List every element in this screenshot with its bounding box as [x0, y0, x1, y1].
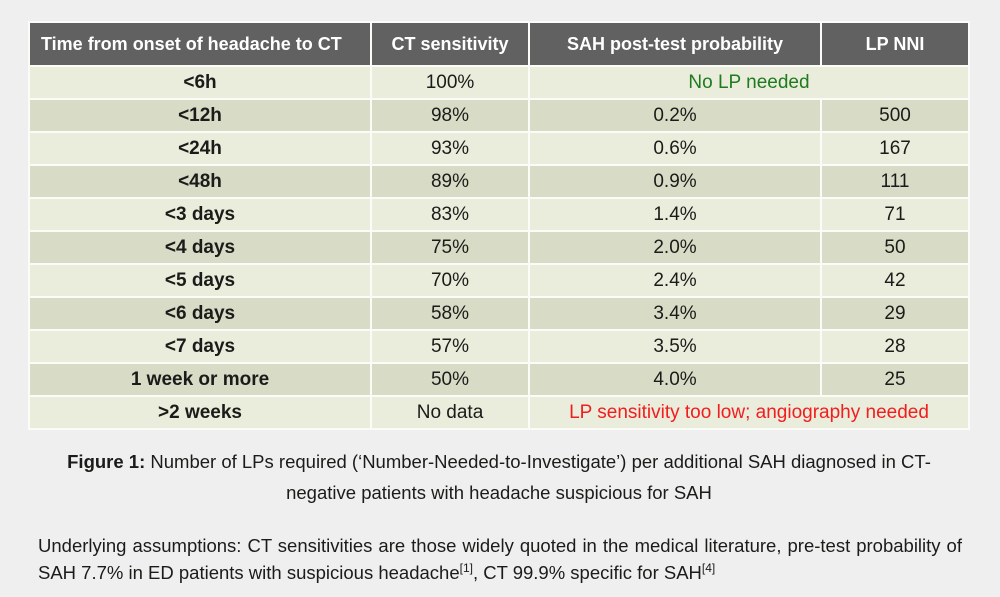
cell-lp-nni: 42 — [822, 265, 968, 296]
cell-sah-probability: 1.4% — [530, 199, 820, 230]
cell-sah-probability: 0.2% — [530, 100, 820, 131]
cell-lp-nni: 111 — [822, 166, 968, 197]
column-header-ct-sensitivity: CT sensitivity — [372, 23, 528, 65]
cell-time-from-onset: <6h — [30, 67, 370, 98]
reference-1: [1] — [459, 560, 473, 575]
cell-sah-probability: 0.6% — [530, 133, 820, 164]
cell-ct-sensitivity: 70% — [372, 265, 528, 296]
cell-sah-probability: 0.9% — [530, 166, 820, 197]
cell-time-from-onset: <4 days — [30, 232, 370, 263]
figure-caption-label: Figure 1: — [67, 451, 146, 472]
figure-caption-text: Number of LPs required (‘Number-Needed-t… — [145, 451, 931, 503]
cell-sah-probability: 3.5% — [530, 331, 820, 362]
cell-ct-sensitivity: 89% — [372, 166, 528, 197]
cell-time-from-onset: <24h — [30, 133, 370, 164]
cell-time-from-onset: <12h — [30, 100, 370, 131]
column-header-lp-nni: LP NNI — [822, 23, 968, 65]
column-header-sah-probability: SAH post-test probability — [530, 23, 820, 65]
cell-lp-nni: 71 — [822, 199, 968, 230]
table-row: <12h 98% 0.2% 500 — [30, 100, 968, 131]
cell-ct-sensitivity: 100% — [372, 67, 528, 98]
cell-lp-nni: 25 — [822, 364, 968, 395]
cell-sah-probability: 2.4% — [530, 265, 820, 296]
cell-ct-sensitivity: 93% — [372, 133, 528, 164]
cell-lp-nni: 167 — [822, 133, 968, 164]
table-row: <3 days 83% 1.4% 71 — [30, 199, 968, 230]
cell-sah-probability: LP sensitivity too low; angiography need… — [530, 397, 968, 428]
column-header-time-from-onset: Time from onset of headache to CT — [30, 23, 370, 65]
cell-time-from-onset: <3 days — [30, 199, 370, 230]
sah-ct-sensitivity-table: Time from onset of headache to CT CT sen… — [28, 21, 970, 430]
figure-caption: Figure 1: Number of LPs required (‘Numbe… — [49, 446, 949, 508]
cell-lp-nni: 28 — [822, 331, 968, 362]
table-row: <24h 93% 0.6% 167 — [30, 133, 968, 164]
assumptions-part-2: , CT 99.9% specific for SAH — [472, 562, 702, 583]
cell-lp-nni: 50 — [822, 232, 968, 263]
table-row: <48h 89% 0.9% 111 — [30, 166, 968, 197]
cell-sah-probability: 3.4% — [530, 298, 820, 329]
cell-ct-sensitivity: No data — [372, 397, 528, 428]
cell-ct-sensitivity: 58% — [372, 298, 528, 329]
table-row: <7 days 57% 3.5% 28 — [30, 331, 968, 362]
table-row: <4 days 75% 2.0% 50 — [30, 232, 968, 263]
table-header-row: Time from onset of headache to CT CT sen… — [30, 23, 968, 65]
table-row: <6h 100% No LP needed — [30, 67, 968, 98]
cell-ct-sensitivity: 57% — [372, 331, 528, 362]
cell-time-from-onset: <6 days — [30, 298, 370, 329]
table-row: <6 days 58% 3.4% 29 — [30, 298, 968, 329]
cell-ct-sensitivity: 75% — [372, 232, 528, 263]
table-row: >2 weeks No data LP sensitivity too low; a… — [30, 397, 968, 428]
cell-time-from-onset: 1 week or more — [30, 364, 370, 395]
cell-time-from-onset: <5 days — [30, 265, 370, 296]
cell-lp-nni: 29 — [822, 298, 968, 329]
table-body: <6h 100% No LP needed <12h 98% 0.2% 500 <24h 93%… — [30, 67, 968, 428]
cell-time-from-onset: <48h — [30, 166, 370, 197]
cell-ct-sensitivity: 98% — [372, 100, 528, 131]
cell-sah-probability: No LP needed — [530, 67, 968, 98]
cell-time-from-onset: <7 days — [30, 331, 370, 362]
table-row: <5 days 70% 2.4% 42 — [30, 265, 968, 296]
assumptions-part-1: Underlying assumptions: CT sensitivities… — [38, 535, 962, 583]
cell-time-from-onset: >2 weeks — [30, 397, 370, 428]
cell-lp-nni: 500 — [822, 100, 968, 131]
cell-sah-probability: 4.0% — [530, 364, 820, 395]
assumptions-text: Underlying assumptions: CT sensitivities… — [38, 532, 962, 586]
table-row: 1 week or more 50% 4.0% 25 — [30, 364, 968, 395]
cell-ct-sensitivity: 83% — [372, 199, 528, 230]
reference-4: [4] — [701, 560, 716, 575]
cell-sah-probability: 2.0% — [530, 232, 820, 263]
cell-ct-sensitivity: 50% — [372, 364, 528, 395]
table-header: Time from onset of headache to CT CT sen… — [30, 23, 968, 65]
